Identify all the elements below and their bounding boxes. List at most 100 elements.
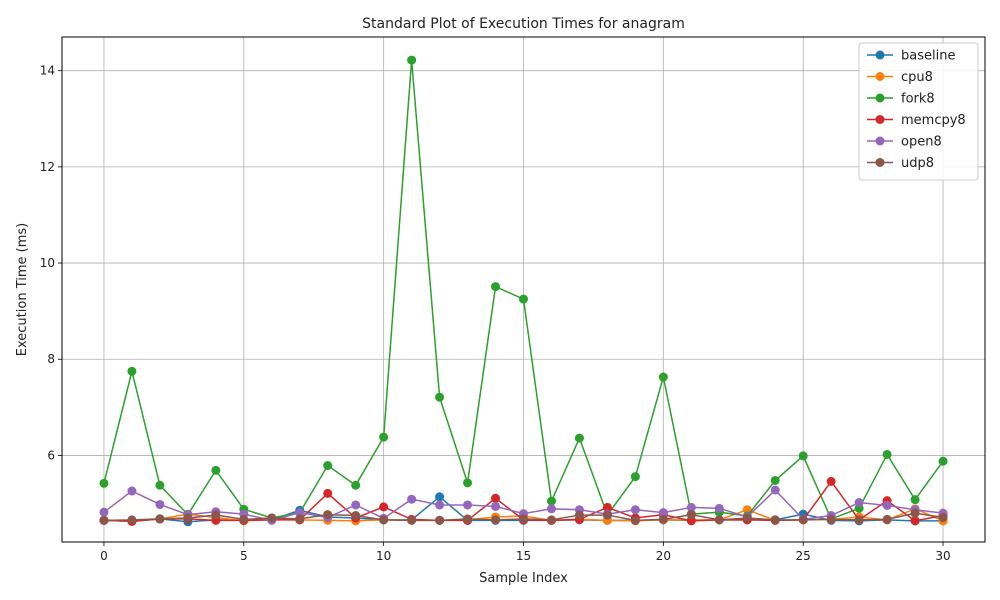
data-point-udp8 <box>407 515 417 525</box>
x-tick-label: 15 <box>516 549 531 563</box>
data-point-udp8 <box>546 515 556 525</box>
data-point-udp8 <box>854 515 864 525</box>
data-point-udp8 <box>435 515 445 525</box>
legend-item-memcpy8: memcpy8 <box>867 113 966 128</box>
legend-item-cpu8: cpu8 <box>867 70 933 85</box>
y-tick-label: 12 <box>40 160 55 174</box>
data-point-fork8 <box>491 282 501 292</box>
data-point-memcpy8 <box>379 502 389 512</box>
data-point-udp8 <box>938 512 948 522</box>
y-axis-label: Execution Time (ms) <box>15 223 30 356</box>
legend-marker <box>875 50 885 60</box>
data-point-memcpy8 <box>686 516 696 526</box>
series-layer <box>99 55 948 527</box>
legend-label: baseline <box>901 49 955 64</box>
data-point-open8 <box>854 498 864 508</box>
x-tick-label: 25 <box>796 549 811 563</box>
x-axis-label: Sample Index <box>479 571 568 586</box>
y-tick-label: 8 <box>47 352 55 366</box>
x-tick-label: 20 <box>656 549 671 563</box>
data-point-udp8 <box>910 508 920 518</box>
data-point-fork8 <box>407 55 417 65</box>
legend-item-udp8: udp8 <box>867 156 934 171</box>
data-point-udp8 <box>463 514 473 524</box>
grid <box>62 37 985 542</box>
data-point-open8 <box>770 485 780 495</box>
data-point-fork8 <box>798 451 808 461</box>
data-point-open8 <box>155 499 165 509</box>
data-point-fork8 <box>630 472 640 482</box>
x-tick-label: 5 <box>240 549 248 563</box>
legend-marker <box>875 115 885 124</box>
legend-marker <box>875 93 885 103</box>
data-point-fork8 <box>435 392 445 402</box>
series-udp8 <box>99 508 948 525</box>
chart-title: Standard Plot of Execution Times for ana… <box>362 16 685 32</box>
data-point-fork8 <box>155 480 165 490</box>
legend-label: fork8 <box>901 92 935 107</box>
data-point-udp8 <box>630 515 640 525</box>
data-point-open8 <box>686 502 696 512</box>
y-tick-label: 14 <box>40 64 55 78</box>
legend-marker <box>875 136 885 146</box>
x-tick-label: 30 <box>935 549 950 563</box>
data-point-udp8 <box>798 515 808 525</box>
data-point-udp8 <box>323 510 333 520</box>
data-point-udp8 <box>658 514 668 524</box>
data-point-udp8 <box>351 511 361 521</box>
data-point-memcpy8 <box>826 476 836 486</box>
data-point-fork8 <box>323 461 333 471</box>
data-point-open8 <box>407 494 417 504</box>
data-point-udp8 <box>882 514 892 524</box>
data-point-fork8 <box>546 496 556 506</box>
data-point-open8 <box>630 505 640 515</box>
y-tick-label: 6 <box>47 448 55 462</box>
y-tick-label: 10 <box>40 256 55 270</box>
data-point-memcpy8 <box>323 488 333 498</box>
data-point-udp8 <box>574 510 584 520</box>
legend-label: memcpy8 <box>901 113 966 128</box>
data-point-fork8 <box>351 480 361 490</box>
data-point-fork8 <box>882 449 892 459</box>
legend-marker <box>875 158 885 167</box>
legend: baseline cpu8 fork8 memcpy8 open8 udp8 <box>858 42 979 181</box>
legend-marker <box>875 72 885 81</box>
legend-label: udp8 <box>901 156 934 171</box>
data-point-udp8 <box>99 515 109 525</box>
data-point-open8 <box>658 508 668 518</box>
data-point-udp8 <box>770 515 780 525</box>
data-point-udp8 <box>267 513 277 523</box>
data-point-fork8 <box>211 465 221 475</box>
data-point-udp8 <box>211 510 221 520</box>
data-point-baseline <box>435 492 445 502</box>
data-point-udp8 <box>826 514 836 524</box>
data-point-fork8 <box>658 372 668 382</box>
legend-item-fork8: fork8 <box>867 92 935 107</box>
legend-label: cpu8 <box>901 70 933 85</box>
data-point-open8 <box>127 486 137 496</box>
data-point-open8 <box>714 503 724 513</box>
data-point-udp8 <box>295 514 305 524</box>
data-point-fork8 <box>938 456 948 466</box>
data-point-udp8 <box>714 515 724 525</box>
data-point-memcpy8 <box>910 516 920 526</box>
data-point-open8 <box>546 504 556 514</box>
data-point-open8 <box>463 500 473 510</box>
data-point-open8 <box>295 508 305 518</box>
data-point-fork8 <box>770 475 780 485</box>
legend-item-baseline: baseline <box>867 49 955 64</box>
data-point-fork8 <box>574 433 584 443</box>
x-tick-label: 0 <box>100 549 108 563</box>
x-tick-label: 10 <box>376 549 391 563</box>
data-point-udp8 <box>602 510 612 520</box>
data-point-fork8 <box>519 294 528 304</box>
data-point-udp8 <box>686 510 696 520</box>
data-point-open8 <box>99 507 109 517</box>
data-point-udp8 <box>519 514 528 524</box>
data-point-fork8 <box>99 478 109 488</box>
legend-label: open8 <box>901 135 942 150</box>
data-point-udp8 <box>155 514 165 524</box>
legend-item-open8: open8 <box>867 135 942 150</box>
data-point-udp8 <box>491 515 501 525</box>
